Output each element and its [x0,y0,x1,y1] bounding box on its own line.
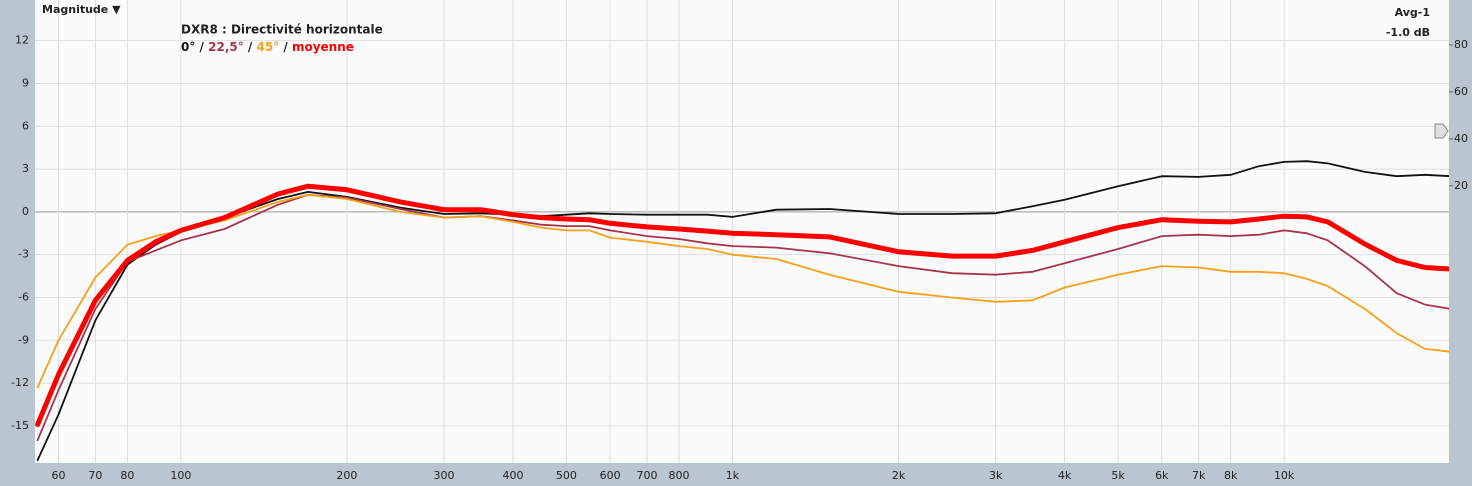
x-tick-label: 7k [1192,469,1206,482]
x-tick-label: 8k [1224,469,1238,482]
y2-tick-label: 20 [1454,179,1468,192]
corner-label: Avg-1 [1395,6,1430,19]
level-marker[interactable] [1434,123,1449,139]
series-line [35,183,1453,427]
corner-label: -1.0 dB [1386,26,1430,39]
grid [35,0,1449,463]
x-tick-label: 300 [434,469,455,482]
y-tick-label: 6 [22,119,29,132]
y-tick-label: -6 [18,290,29,303]
legend-separator: / [200,40,205,54]
panel-label[interactable]: Magnitude ▼ [42,3,121,16]
x-tick-label: 400 [502,469,523,482]
y-tick-label: 0 [22,205,29,218]
series-line [36,160,1452,461]
legend-separator: / [248,40,253,54]
y-tick-label: -12 [11,376,29,389]
lines [35,160,1453,461]
legend-entry: 0° [181,40,195,54]
x-tick-label: 6k [1155,469,1169,482]
bottom-strip [0,463,1472,486]
y-tick-label: -3 [18,248,29,261]
x-tick-label: 10k [1274,469,1295,482]
right-strip [1449,0,1472,486]
x-tick-label: 1k [726,469,740,482]
x-tick-label: 4k [1058,469,1072,482]
y-tick-label: 3 [22,162,29,175]
y-tick-label: -15 [11,419,29,432]
x-tick-label: 5k [1111,469,1125,482]
series-line [36,193,1452,442]
y2-tick-label: 40 [1454,132,1468,145]
x-tick-label: 2k [892,469,906,482]
y-tick-label: 12 [15,34,29,47]
x-tick-label: 500 [556,469,577,482]
y-tick-label: 9 [22,76,29,89]
x-tick-label: 3k [989,469,1003,482]
x-tick-label: 80 [120,469,134,482]
left-strip [0,0,35,486]
legend-entry: moyenne [292,40,354,54]
x-tick-label: 60 [51,469,65,482]
legend-entry: 45° [257,40,280,54]
legend-separator: / [283,40,288,54]
x-tick-label: 800 [669,469,690,482]
x-tick-label: 700 [637,469,658,482]
x-tick-label: 100 [170,469,191,482]
legend: 0° / 22,5° / 45° / moyenne [181,40,354,54]
y2-tick-label: 60 [1454,85,1468,98]
x-tick-label: 70 [88,469,102,482]
x-tick-label: 600 [600,469,621,482]
labels: -15 -12 -9 -6 -3 0 3 6 9 12 20 40 60 80 60 70 80 100 200 30… [11,34,1468,482]
y2-tick-label: 80 [1454,38,1468,51]
chart-title: DXR8 : Directivité horizontale [181,23,383,37]
series-line [36,193,1452,389]
x-tick-label: 200 [336,469,357,482]
y-tick-label: -9 [18,333,29,346]
legend-entry: 22,5° [208,40,244,54]
